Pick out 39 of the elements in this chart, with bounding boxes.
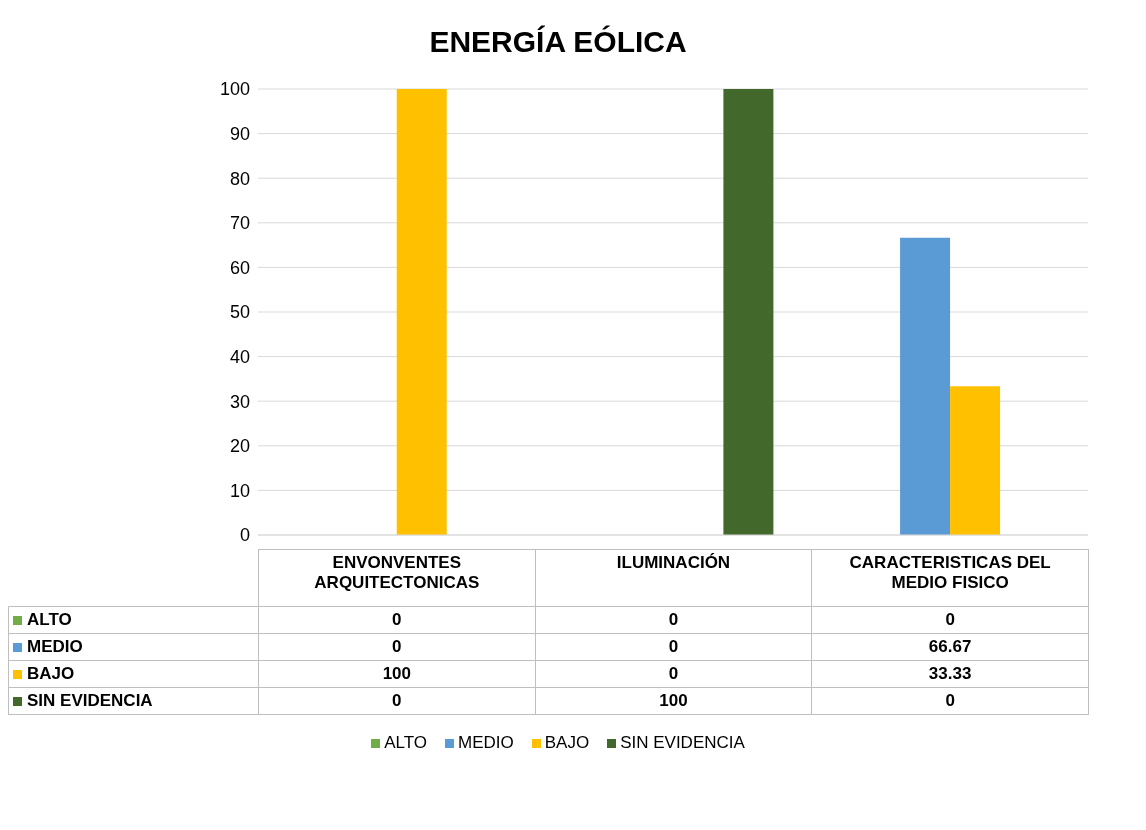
data-label: 0 [811, 687, 1089, 715]
data-label: 0 [535, 633, 812, 661]
y-tick-label: 0 [239, 525, 250, 546]
bar [950, 386, 1001, 535]
text: MEDIO [27, 637, 83, 656]
y-tick-label: 40 [229, 346, 250, 367]
data-label: 33.33 [811, 660, 1089, 688]
data-label: 0 [535, 660, 812, 688]
y-tick-label: 90 [229, 123, 250, 144]
data-label: 0 [258, 687, 536, 715]
y-tick-label: 100 [219, 79, 250, 100]
y-tick-label: 30 [229, 391, 250, 412]
y-tick-label: 60 [229, 257, 250, 278]
legend-label: MEDIO [457, 733, 514, 753]
data-label: 0 [258, 633, 536, 661]
data-label: 100 [535, 687, 812, 715]
text: ALTO [384, 733, 427, 752]
chart-title: ENERGÍA EÓLICA [428, 25, 688, 59]
data-label: 66.67 [811, 633, 1089, 661]
legend-label: SIN EVIDENCIA [619, 733, 745, 753]
text: SIN EVIDENCIA [27, 691, 153, 710]
legend-label: BAJO [543, 733, 590, 753]
text: BAJO [27, 664, 75, 683]
data-label: 100 [258, 660, 536, 688]
y-tick-label: 70 [229, 213, 250, 234]
data-label: 0 [535, 606, 812, 634]
legend-label: ALTO [8, 606, 259, 634]
y-tick-label: 10 [229, 480, 250, 501]
bar [396, 89, 447, 535]
data-label: 0 [811, 606, 1089, 634]
y-tick-label: 80 [229, 168, 250, 189]
x-tick-label: CARACTERISTICAS DEL MEDIO FISICO [811, 549, 1089, 607]
bar [900, 237, 951, 535]
y-tick-label: 20 [229, 436, 250, 457]
data-label: 0 [258, 606, 536, 634]
x-tick-label: ILUMINACIÓN [535, 549, 812, 607]
y-tick-label: 50 [229, 302, 250, 323]
bar [723, 89, 774, 535]
x-tick-label: ENVONVENTES ARQUITECTONICAS [258, 549, 536, 607]
